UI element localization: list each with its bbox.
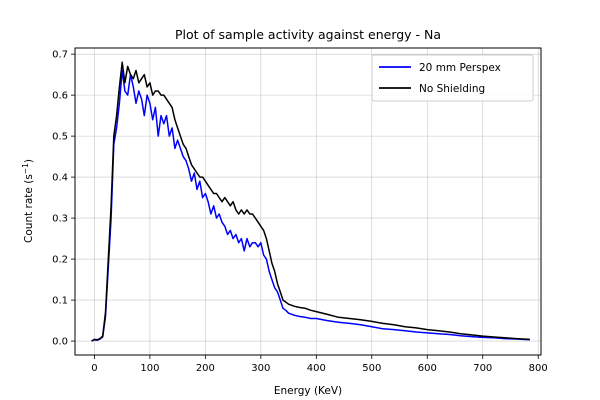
x-tick-label: 100 [140,363,159,374]
series-layer [91,61,530,342]
y-axis-label: Count rate (s−1) [21,159,35,243]
y-tick-label: 0.7 [52,50,68,61]
y-tick-label: 0.0 [52,337,68,348]
x-tick-label: 800 [529,363,548,374]
series-line-perspex [91,69,530,342]
plot-frame [74,47,542,356]
x-tick-label: 200 [196,363,215,374]
y-axis-label-end: ) [23,159,35,163]
x-tick-label: 300 [251,363,270,374]
x-tick-label: 400 [307,363,326,374]
x-tick-label: 0 [91,363,97,374]
x-tick-label: 700 [473,363,492,374]
y-tick-label: 0.3 [52,214,68,225]
y-axis-ticks: 0.0 0.1 0.2 0.3 0.4 0.5 0.6 0.7 [52,50,75,348]
x-tick-label: 600 [418,363,437,374]
legend-label-perspex: 20 mm Perspex [419,62,501,74]
x-axis-label: Energy (KeV) [274,385,342,397]
legend: 20 mm Perspex No Shielding [371,54,534,102]
y-tick-label: 0.6 [52,91,68,102]
y-axis-label-superscript: −1 [21,163,30,174]
legend-label-no-shielding: No Shielding [419,83,485,95]
y-tick-label: 0.5 [52,132,68,143]
y-axis-label-main: Count rate (s [23,174,35,243]
y-tick-label: 0.1 [52,296,68,307]
x-axis-ticks: 0 100 200 300 400 500 600 700 800 [91,355,548,374]
series-line-no-shielding [91,61,530,342]
y-tick-label: 0.4 [52,173,68,184]
y-tick-label: 0.2 [52,255,68,266]
legend-box [371,54,534,102]
chart-title: Plot of sample activity against energy -… [175,27,441,42]
x-tick-label: 500 [362,363,381,374]
